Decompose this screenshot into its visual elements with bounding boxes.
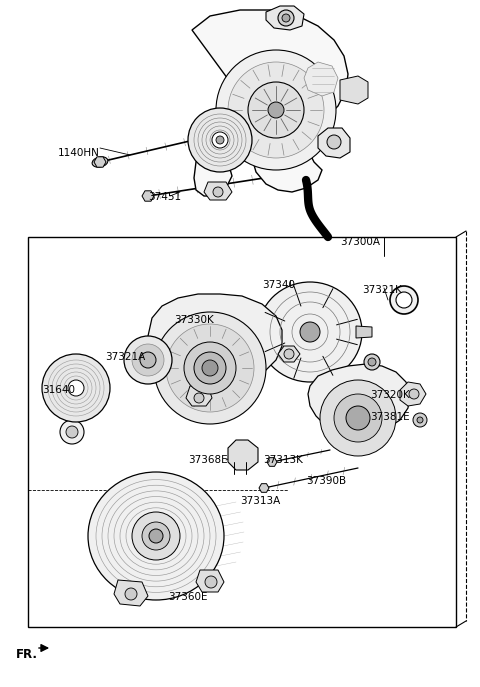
Ellipse shape [417, 417, 423, 423]
Ellipse shape [154, 312, 266, 424]
Polygon shape [400, 382, 426, 406]
Ellipse shape [42, 354, 110, 422]
Text: 37451: 37451 [148, 192, 181, 202]
Polygon shape [356, 326, 372, 338]
Text: 37340: 37340 [262, 280, 295, 290]
Text: 37360E: 37360E [168, 592, 207, 602]
Ellipse shape [60, 420, 84, 444]
Text: 37321A: 37321A [105, 352, 145, 362]
Ellipse shape [68, 380, 84, 396]
Polygon shape [114, 580, 148, 606]
Ellipse shape [334, 394, 382, 442]
Polygon shape [192, 10, 348, 196]
Text: 37321K: 37321K [362, 285, 402, 295]
Ellipse shape [194, 352, 226, 384]
Ellipse shape [205, 576, 217, 588]
Text: 37320K: 37320K [370, 390, 410, 400]
Polygon shape [266, 6, 304, 30]
Ellipse shape [88, 472, 224, 600]
Polygon shape [259, 484, 269, 493]
Polygon shape [196, 570, 224, 592]
Ellipse shape [396, 292, 412, 308]
Ellipse shape [66, 426, 78, 438]
Polygon shape [94, 157, 106, 167]
Ellipse shape [278, 10, 294, 26]
Text: 37390B: 37390B [306, 476, 346, 486]
Polygon shape [186, 386, 212, 406]
Text: 31640: 31640 [42, 385, 75, 395]
Ellipse shape [166, 324, 254, 412]
Ellipse shape [413, 413, 427, 427]
Polygon shape [146, 294, 282, 390]
Ellipse shape [320, 380, 396, 456]
Polygon shape [340, 76, 368, 104]
Polygon shape [278, 346, 300, 362]
Ellipse shape [212, 132, 228, 148]
Polygon shape [204, 182, 232, 200]
Ellipse shape [188, 108, 252, 172]
Polygon shape [318, 128, 350, 158]
Ellipse shape [282, 14, 290, 22]
Text: 37381E: 37381E [370, 412, 409, 422]
Ellipse shape [140, 352, 156, 368]
Ellipse shape [284, 349, 294, 359]
Ellipse shape [142, 522, 170, 550]
Ellipse shape [92, 157, 108, 167]
Polygon shape [142, 191, 154, 201]
Polygon shape [228, 440, 258, 470]
Ellipse shape [248, 82, 304, 138]
Ellipse shape [184, 342, 236, 394]
Ellipse shape [216, 50, 336, 170]
Ellipse shape [268, 102, 284, 118]
Text: 37330K: 37330K [174, 315, 214, 325]
Text: 37313A: 37313A [240, 496, 280, 506]
Ellipse shape [390, 286, 418, 314]
Text: 37313K: 37313K [263, 455, 303, 465]
Text: FR.: FR. [16, 648, 38, 661]
Polygon shape [304, 62, 338, 96]
Ellipse shape [258, 282, 362, 382]
Ellipse shape [300, 322, 320, 342]
Ellipse shape [228, 62, 324, 158]
Text: 37300A: 37300A [340, 237, 380, 247]
Ellipse shape [409, 389, 419, 399]
Ellipse shape [327, 135, 341, 149]
Ellipse shape [124, 336, 172, 384]
Ellipse shape [346, 406, 370, 430]
Bar [28, 237, 456, 627]
Ellipse shape [216, 136, 224, 144]
Ellipse shape [364, 354, 380, 370]
Ellipse shape [149, 529, 163, 543]
Ellipse shape [368, 358, 376, 366]
Ellipse shape [213, 187, 223, 197]
Text: 1140HN: 1140HN [58, 148, 100, 158]
Polygon shape [308, 364, 410, 434]
Polygon shape [267, 458, 277, 466]
Ellipse shape [125, 588, 137, 600]
Text: 37368E: 37368E [188, 455, 228, 465]
Ellipse shape [194, 393, 204, 403]
Ellipse shape [202, 360, 218, 376]
Ellipse shape [132, 512, 180, 560]
Ellipse shape [132, 344, 164, 376]
